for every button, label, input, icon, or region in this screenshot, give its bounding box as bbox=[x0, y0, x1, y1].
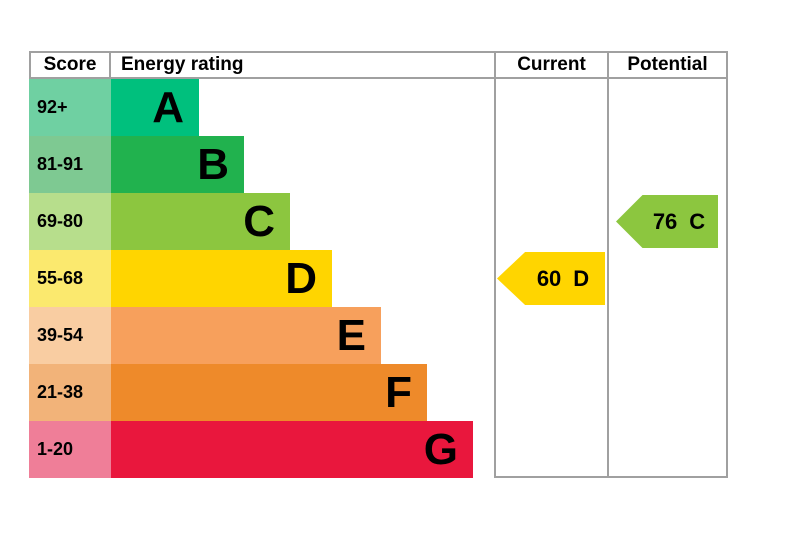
rating-letter: A bbox=[152, 82, 184, 132]
score-column-header: Score bbox=[43, 54, 97, 75]
rating-bar-c: C bbox=[111, 193, 290, 250]
rating-letter: D bbox=[285, 253, 317, 303]
rating-bar-b: B bbox=[111, 136, 244, 193]
score-range-label: 69-80 bbox=[29, 193, 111, 250]
band-row-a: 92+ A bbox=[29, 79, 728, 136]
score-column-divider bbox=[109, 51, 111, 79]
rating-bar-g: G bbox=[111, 421, 473, 478]
header-bottom-border bbox=[29, 77, 728, 79]
current-rating-value: 60 bbox=[536, 265, 562, 291]
potential-rating-letter: C bbox=[689, 208, 706, 234]
band-rows: 92+ A 81-91 B 69-80 C 55-68 D 39-54 E 21… bbox=[29, 79, 728, 478]
epc-rating-chart: Score Energy rating Current Potential 92… bbox=[29, 51, 728, 478]
table-bottom-border bbox=[494, 476, 728, 478]
table-top-border bbox=[29, 51, 728, 53]
rating-bar-d: D bbox=[111, 250, 332, 307]
rating-letter: F bbox=[385, 367, 412, 417]
score-range-label: 81-91 bbox=[29, 136, 111, 193]
current-rating-letter: D bbox=[573, 265, 590, 291]
rating-letter: G bbox=[423, 424, 458, 474]
rating-bar-f: F bbox=[111, 364, 427, 421]
rating-letter: B bbox=[197, 139, 229, 189]
rating-letter: C bbox=[243, 196, 275, 246]
band-row-e: 39-54 E bbox=[29, 307, 728, 364]
header-left-border bbox=[29, 51, 31, 79]
score-range-label: 92+ bbox=[29, 79, 111, 136]
band-row-c: 69-80 C bbox=[29, 193, 728, 250]
potential-column-left-border bbox=[607, 51, 609, 478]
score-range-label: 39-54 bbox=[29, 307, 111, 364]
potential-rating-value: 76 bbox=[652, 208, 678, 234]
band-row-d: 55-68 D bbox=[29, 250, 728, 307]
current-column-left-border bbox=[494, 51, 496, 478]
table-right-border bbox=[726, 51, 728, 478]
band-row-b: 81-91 B bbox=[29, 136, 728, 193]
rating-bar-e: E bbox=[111, 307, 381, 364]
rating-letter: E bbox=[336, 310, 366, 360]
current-column-header: Current bbox=[517, 54, 586, 75]
score-range-label: 1-20 bbox=[29, 421, 111, 478]
band-row-g: 1-20 G bbox=[29, 421, 728, 478]
energy-rating-column-header: Energy rating bbox=[121, 54, 244, 75]
score-range-label: 55-68 bbox=[29, 250, 111, 307]
potential-column-header: Potential bbox=[627, 54, 708, 75]
band-row-f: 21-38 F bbox=[29, 364, 728, 421]
score-range-label: 21-38 bbox=[29, 364, 111, 421]
rating-bar-a: A bbox=[111, 79, 199, 136]
